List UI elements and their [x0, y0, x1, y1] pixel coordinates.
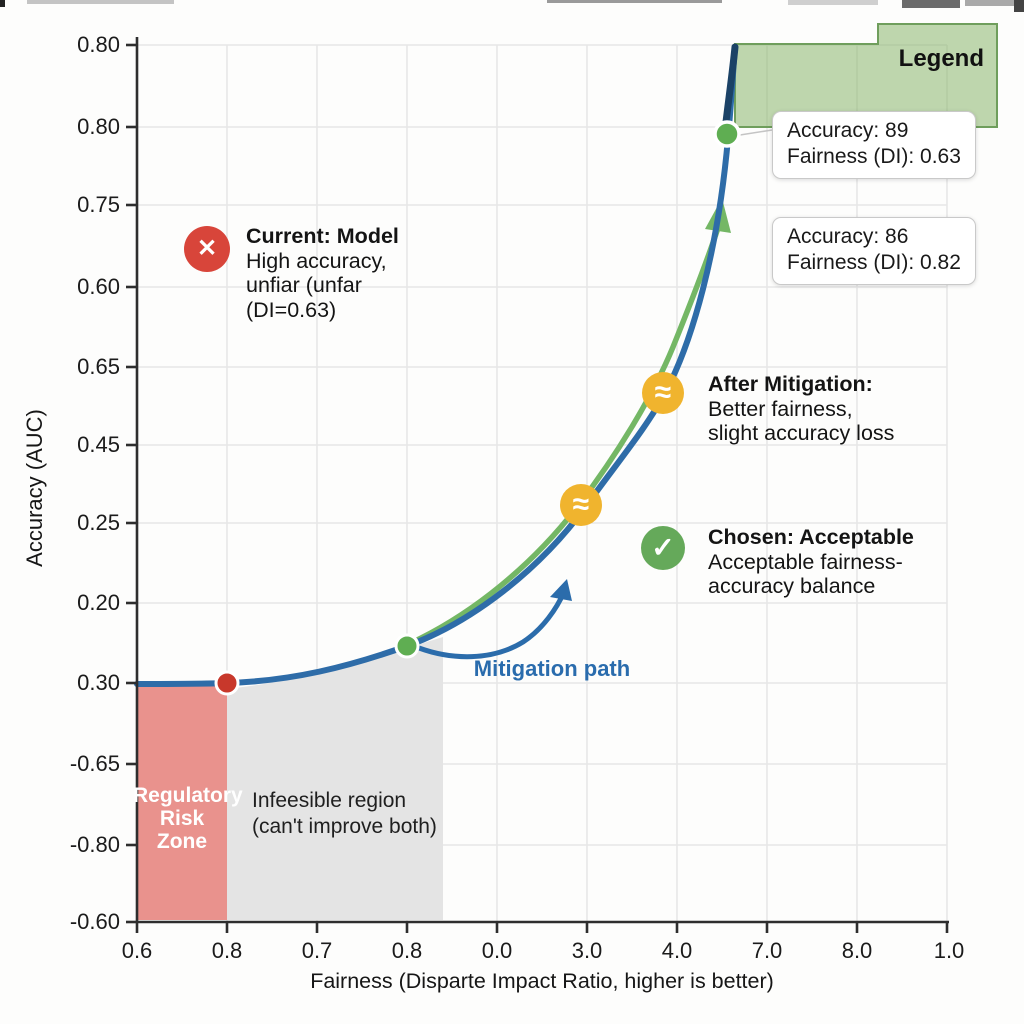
x-tick-label: 1.0 — [933, 938, 965, 963]
y-tick-label: -0.80 — [69, 832, 120, 857]
x-tick-label: 0.8 — [391, 938, 423, 963]
y-axis-title: Accuracy (AUC) — [22, 409, 47, 567]
annotation-line: High accuracy, — [246, 248, 387, 273]
after-mitigation-annotation: After Mitigation: Better fairness, sligh… — [708, 372, 894, 446]
x-tick-label: 3.0 — [571, 938, 603, 963]
zone-label-line: Risk — [159, 807, 205, 830]
annotation-line: Acceptable fairness- — [708, 549, 903, 574]
regulatory-risk-zone-label: Regulatory Risk Zone — [133, 784, 243, 853]
current-model-annotation: Current: Model High accuracy, unfiar (un… — [246, 224, 399, 322]
mitigation-curve — [410, 225, 721, 645]
y-tick-label: 0.80 — [77, 114, 120, 139]
annotation-line: accuracy balance — [708, 574, 876, 598]
y-tick-label: -0.65 — [69, 751, 120, 776]
tooltip-mitigated: Accuracy: 86 Fairness (DI): 0.82 — [772, 217, 976, 285]
annotation-title: After Mitigation: — [708, 372, 873, 396]
approx-icon: ≈ — [654, 376, 672, 409]
top-point-dot — [713, 120, 741, 148]
infeasible-region — [227, 637, 443, 920]
y-tick-label: 0.45 — [77, 432, 120, 457]
infeasible-region-label: Infeesible region (can't improve both) — [252, 788, 437, 839]
x-tick-label: 0.8 — [211, 938, 243, 963]
annotation-line: unfiar (unfar — [246, 273, 362, 297]
zone-label-line: Zone — [156, 830, 208, 853]
x-axis-title: Fairness (Disparte Impact Ratio, higher … — [310, 969, 774, 993]
cropped-text-artifact — [27, 0, 174, 4]
legend-title: Legend — [898, 45, 984, 72]
tooltip-line: Accuracy: 89 — [787, 119, 909, 142]
tradeoff-curve-dark-cap — [722, 43, 739, 126]
y-tick-label: 0.75 — [77, 192, 120, 217]
chosen-annotation: Chosen: Acceptable Acceptable fairness- … — [708, 525, 914, 599]
mitigation-path-arrowhead — [550, 579, 572, 601]
x-tick-label: 4.0 — [661, 938, 693, 963]
x-tick-label: 7.0 — [751, 938, 783, 963]
tooltip-callout-line — [739, 129, 773, 136]
axes — [126, 37, 949, 933]
approx-circle-icon: ≈ — [642, 372, 684, 414]
annotation-title: Chosen: Acceptable — [708, 525, 914, 549]
chosen-point-dot — [394, 633, 420, 659]
y-tick-label: 0.65 — [77, 354, 120, 379]
cropped-text-artifact — [965, 0, 1020, 6]
tooltip-line: Accuracy: 86 — [787, 225, 909, 248]
y-tick-label: 0.30 — [77, 670, 120, 695]
annotation-line: slight accuracy loss — [708, 421, 895, 445]
tooltip-current: Accuracy: 89 Fairness (DI): 0.63 — [772, 111, 976, 179]
zone-label-line: Regulatory — [133, 784, 243, 807]
tooltip-line: Fairness (DI): 0.82 — [787, 251, 961, 274]
approx-icon: ≈ — [572, 488, 590, 521]
tooltip-line: Fairness (DI): 0.63 — [787, 145, 961, 168]
cropped-text-artifact — [0, 0, 5, 7]
approx-circle-icon: ≈ — [560, 484, 602, 526]
annotation-line: (DI=0.63) — [246, 297, 337, 322]
cropped-text-artifact — [788, 0, 878, 5]
y-tick-label: 0.80 — [77, 32, 120, 57]
y-tick-label: 0.60 — [77, 274, 120, 299]
check-circle-icon: ✓ — [641, 526, 685, 570]
mitigation-path-label: Mitigation path — [473, 656, 631, 681]
x-tick-label: 0.7 — [301, 938, 333, 963]
current-model-dot — [214, 670, 240, 696]
x-tick-label: 0.0 — [481, 938, 513, 963]
annotation-line: Better fairness, — [708, 396, 853, 421]
y-tick-label: -0.60 — [69, 909, 120, 934]
mitigation-path-arrow — [416, 589, 567, 660]
zone-label-line: (can't improve both) — [252, 814, 437, 838]
x-circle-icon: ✕ — [184, 226, 230, 272]
cropped-text-artifact — [547, 0, 722, 3]
y-tick-label: 0.20 — [77, 590, 120, 615]
check-icon: ✓ — [651, 532, 675, 563]
y-tick-label: 0.25 — [77, 510, 120, 535]
regulatory-risk-zone — [137, 686, 227, 920]
x-icon: ✕ — [196, 235, 218, 262]
annotation-title: Current: Model — [246, 224, 399, 248]
zone-label-line: Infeesible region — [252, 789, 407, 812]
cropped-text-artifact — [1014, 0, 1024, 12]
x-tick-label: 8.0 — [841, 938, 873, 963]
x-tick-label: 0.6 — [121, 938, 153, 963]
cropped-text-artifact — [902, 0, 960, 8]
vertical-gridlines — [226, 45, 948, 922]
